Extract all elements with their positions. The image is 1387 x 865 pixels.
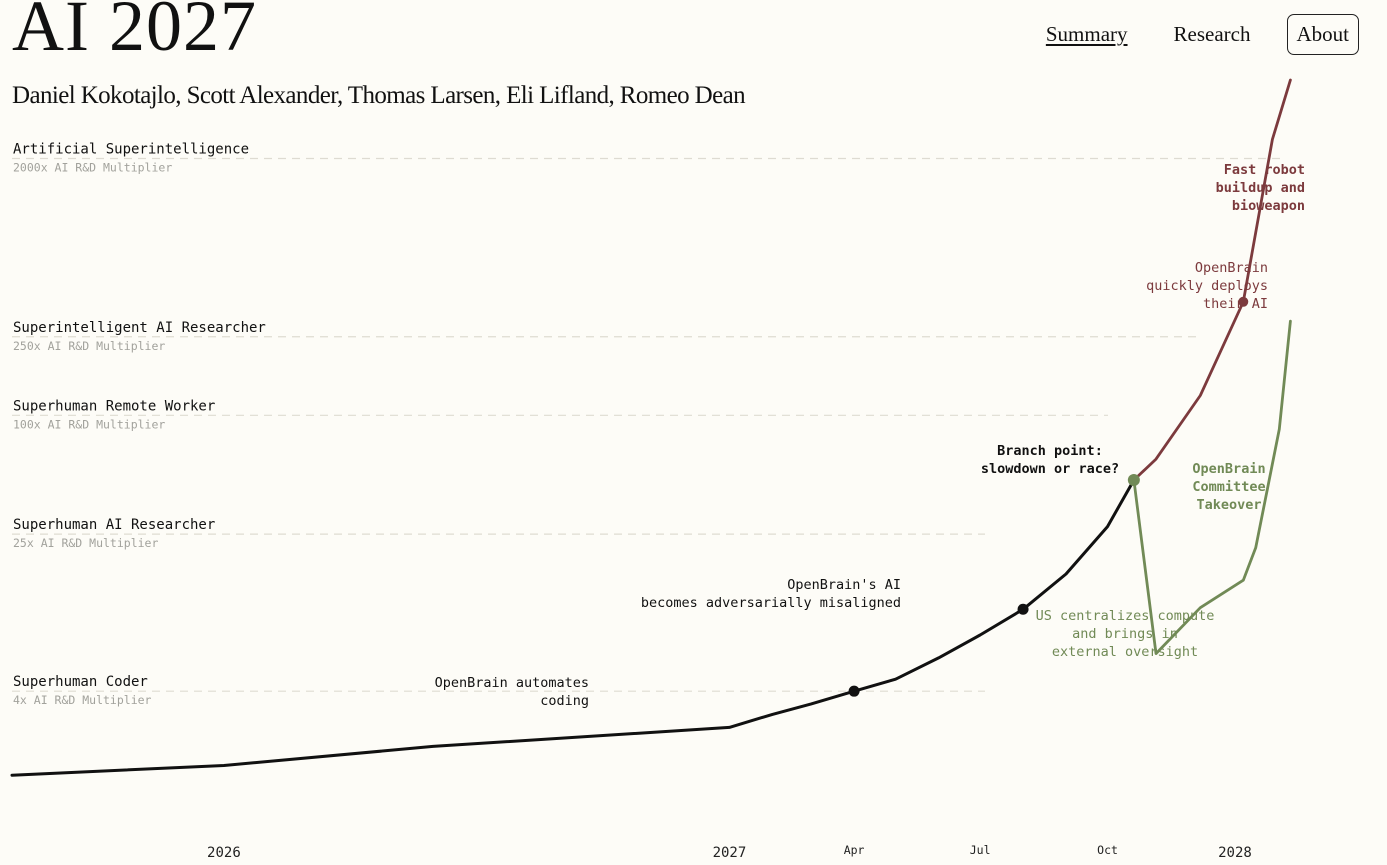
- event-label-centralize-line: external oversight: [1052, 644, 1198, 660]
- milestone-name: Superhuman AI Researcher: [13, 517, 215, 533]
- event-label-committee: OpenBrain Committee Takeover: [1192, 461, 1265, 513]
- event-label-branch: Branch point: slowdown or race?: [981, 443, 1119, 477]
- event-label-centralize: US centralizes compute and brings in exter…: [1036, 608, 1215, 660]
- milestone-multiplier: 250x AI R&D Multiplier: [13, 339, 165, 353]
- nav-about-button[interactable]: About: [1286, 14, 1359, 55]
- event-label-robot-line: buildup and: [1216, 180, 1305, 196]
- milestone-multiplier: 2000x AI R&D Multiplier: [13, 161, 172, 175]
- nav-research-link[interactable]: Research: [1173, 22, 1251, 46]
- event-dot-deploy: [1238, 296, 1249, 307]
- authors: Daniel Kokotajlo, Scott Alexander, Thoma…: [12, 82, 746, 109]
- x-tick-label: Jul: [970, 843, 991, 857]
- event-label-branch-line: slowdown or race?: [981, 461, 1119, 477]
- x-tick-label: 2026: [207, 845, 241, 861]
- event-label-coding: OpenBrain automates coding: [435, 675, 589, 709]
- event-label-committee-line: OpenBrain: [1192, 461, 1265, 477]
- event-dot-misaligned: [1017, 603, 1029, 615]
- milestone-name: Superhuman Remote Worker: [13, 398, 215, 414]
- event-label-committee-line: Committee: [1192, 479, 1265, 495]
- site-title: AI 2027: [12, 0, 257, 66]
- top-nav: Summary Research About: [1036, 14, 1359, 55]
- milestone-name: Artificial Superintelligence: [13, 142, 249, 158]
- event-label-misaligned: OpenBrain's AI becomes adversarially misa…: [641, 577, 901, 611]
- x-tick-label: Oct: [1097, 843, 1118, 857]
- event-label-misaligned-line: OpenBrain's AI: [787, 577, 901, 593]
- event-dot-branch: [1127, 474, 1140, 487]
- milestone-multiplier: 25x AI R&D Multiplier: [13, 536, 158, 550]
- series-line-main: [10, 478, 1136, 777]
- event-label-coding-line: OpenBrain automates: [435, 675, 589, 691]
- x-tick-label: Apr: [844, 843, 865, 857]
- milestone-multiplier: 4x AI R&D Multiplier: [13, 693, 152, 707]
- x-tick-label: 2028: [1218, 845, 1252, 861]
- event-label-coding-line: coding: [540, 693, 589, 709]
- event-label-misaligned-line: becomes adversarially misaligned: [641, 595, 901, 611]
- series-line-race: [1132, 78, 1292, 482]
- event-label-robot: Fast robot buildup and bioweapon: [1216, 162, 1305, 214]
- nav-summary-link[interactable]: Summary: [1045, 22, 1128, 46]
- milestone-multiplier: 100x AI R&D Multiplier: [13, 417, 165, 431]
- event-label-deploy-line: quickly deploys: [1146, 278, 1268, 294]
- event-label-centralize-line: US centralizes compute: [1036, 608, 1215, 624]
- series-line-slowdown: [1132, 319, 1292, 655]
- x-tick-label: 2027: [713, 845, 747, 861]
- milestone-name: Superhuman Coder: [13, 674, 148, 690]
- event-label-robot-line: bioweapon: [1232, 198, 1305, 214]
- milestone-name: Superintelligent AI Researcher: [13, 320, 266, 336]
- event-label-branch-line: Branch point:: [997, 443, 1103, 459]
- event-label-centralize-line: and brings in: [1072, 626, 1178, 642]
- event-label-deploy-line: OpenBrain: [1195, 260, 1268, 276]
- event-label-committee-line: Takeover: [1196, 497, 1261, 513]
- event-label-robot-line: Fast robot: [1224, 162, 1305, 178]
- event-label-deploy: OpenBrain quickly deploys their AI: [1146, 260, 1268, 312]
- event-dot-coding: [848, 685, 860, 697]
- event-label-deploy-line: their AI: [1203, 296, 1268, 312]
